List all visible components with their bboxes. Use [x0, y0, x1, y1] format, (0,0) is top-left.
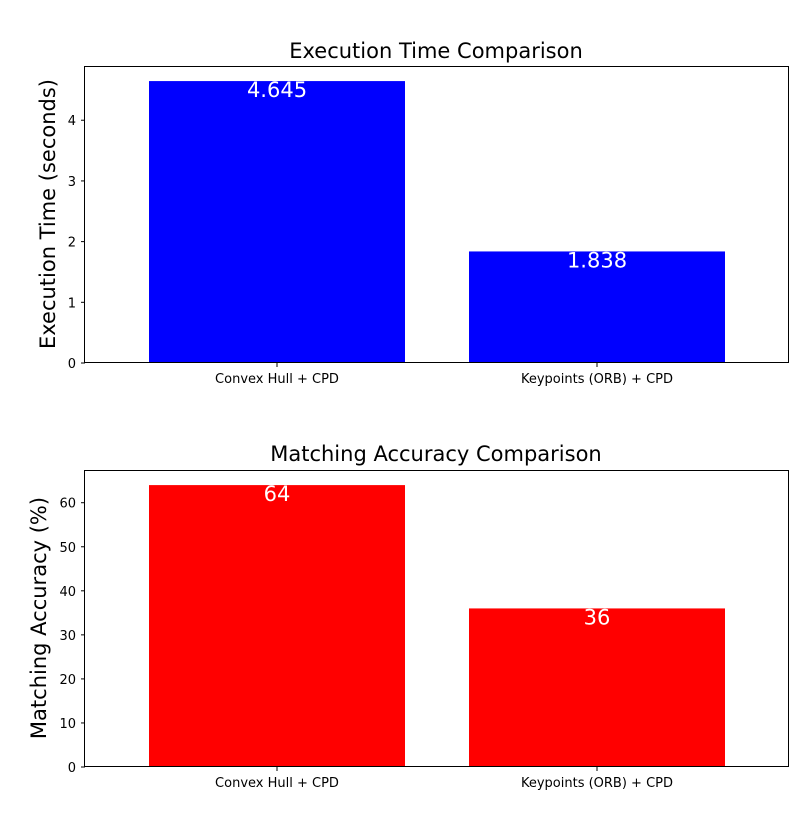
execution-time-y-tick-label-1: 0 [68, 357, 76, 372]
execution-time-x-axis: Convex Hull + CPD Keypoints (ORB) + CPD [215, 363, 673, 387]
execution-time-plot-frame [84, 66, 789, 363]
execution-time-data-labels: 4.645 1.838 [247, 78, 627, 272]
matching-accuracy-chart: Matching Accuracy Comparison Matching Ac… [27, 442, 789, 791]
execution-time-y-tick-label-5: 4 [68, 114, 76, 129]
matching-accuracy-y-axis-label: Matching Accuracy (%) [27, 497, 51, 739]
execution-time-data-label-1: 4.645 [247, 78, 307, 102]
matching-accuracy-x-axis: Convex Hull + CPD Keypoints (ORB) + CPD [215, 767, 673, 791]
matching-accuracy-y-tick-label-7: 60 [59, 497, 76, 512]
execution-time-y-axis-label: Execution Time (seconds) [36, 79, 60, 349]
matching-accuracy-y-axis: 0 10 20 30 40 50 60 [59, 497, 85, 776]
execution-time-x-tick-label-1: Convex Hull + CPD [215, 372, 339, 387]
matching-accuracy-plot-frame [84, 470, 789, 767]
execution-time-data-label-2: 1.838 [567, 248, 627, 272]
matching-accuracy-y-tick-label-1: 0 [68, 761, 76, 776]
execution-time-y-tick-label-4: 3 [68, 175, 76, 190]
execution-time-chart-title: Execution Time Comparison [289, 39, 583, 63]
matching-accuracy-y-tick-label-6: 50 [59, 541, 76, 556]
matching-accuracy-y-tick-label-2: 10 [59, 717, 76, 732]
execution-time-bar-2 [469, 251, 725, 363]
matching-accuracy-x-tick-label-2: Keypoints (ORB) + CPD [521, 776, 673, 791]
matching-accuracy-x-tick-label-1: Convex Hull + CPD [215, 776, 339, 791]
execution-time-y-tick-label-3: 2 [68, 236, 76, 251]
execution-time-y-tick-label-2: 1 [68, 296, 76, 311]
execution-time-x-tick-label-2: Keypoints (ORB) + CPD [521, 372, 673, 387]
matching-accuracy-data-label-1: 64 [264, 482, 291, 506]
matching-accuracy-y-tick-label-3: 20 [59, 673, 76, 688]
matching-accuracy-bar-1 [149, 485, 405, 767]
matching-accuracy-y-tick-label-4: 30 [59, 629, 76, 644]
matching-accuracy-chart-title: Matching Accuracy Comparison [270, 442, 602, 466]
matching-accuracy-data-labels: 64 36 [264, 482, 611, 629]
matching-accuracy-bars [149, 485, 725, 767]
matching-accuracy-bar-2 [469, 608, 725, 767]
matching-accuracy-y-tick-label-5: 40 [59, 585, 76, 600]
matching-accuracy-data-label-2: 36 [584, 605, 611, 629]
execution-time-bar-1 [149, 81, 405, 364]
execution-time-bars [149, 81, 725, 364]
execution-time-chart: Execution Time Comparison Execution Time… [36, 39, 789, 387]
